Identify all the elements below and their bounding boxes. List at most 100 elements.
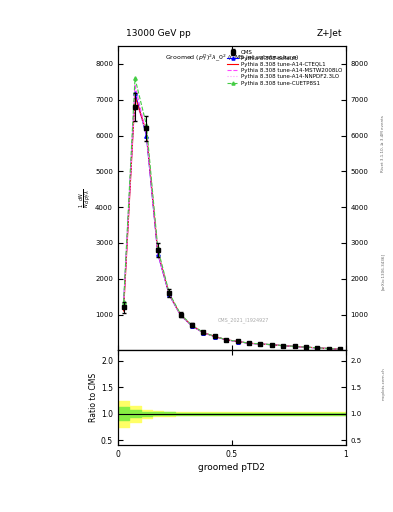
Pythia 8.308 default: [178, 312, 183, 318]
Pythia 8.308 tune-A14-CTEQL1: [281, 343, 286, 349]
Pythia 8.308 tune-A14-MSTW2008LO: [304, 344, 309, 350]
Line: Pythia 8.308 tune-CUETP8S1: Pythia 8.308 tune-CUETP8S1: [122, 77, 342, 351]
Pythia 8.308 tune-A14-NNPDF2.3LO: [270, 342, 274, 348]
Pythia 8.308 tune-A14-MSTW2008LO: [156, 250, 160, 256]
Pythia 8.308 tune-A14-CTEQL1: [201, 330, 206, 336]
Pythia 8.308 tune-A14-NNPDF2.3LO: [190, 323, 195, 329]
Text: 13000 GeV pp: 13000 GeV pp: [126, 29, 191, 38]
Pythia 8.308 default: [224, 337, 229, 343]
Pythia 8.308 tune-CUETP8S1: [156, 245, 160, 251]
Pythia 8.308 tune-A14-NNPDF2.3LO: [213, 333, 217, 339]
Pythia 8.308 tune-A14-MSTW2008LO: [292, 344, 297, 350]
Pythia 8.308 tune-CUETP8S1: [281, 343, 286, 349]
Pythia 8.308 tune-A14-MSTW2008LO: [121, 301, 126, 307]
Pythia 8.308 tune-A14-MSTW2008LO: [224, 337, 229, 343]
Pythia 8.308 tune-A14-CTEQL1: [224, 336, 229, 343]
Pythia 8.308 tune-A14-NNPDF2.3LO: [201, 330, 206, 336]
Pythia 8.308 tune-A14-MSTW2008LO: [190, 323, 195, 329]
Pythia 8.308 tune-CUETP8S1: [121, 299, 126, 305]
Pythia 8.308 tune-CUETP8S1: [270, 342, 274, 348]
Pythia 8.308 tune-A14-CTEQL1: [304, 344, 309, 350]
Pythia 8.308 default: [156, 251, 160, 257]
Pythia 8.308 tune-A14-CTEQL1: [144, 129, 149, 135]
Pythia 8.308 tune-CUETP8S1: [235, 338, 240, 345]
Pythia 8.308 tune-A14-NNPDF2.3LO: [144, 130, 149, 136]
Pythia 8.308 tune-CUETP8S1: [292, 344, 297, 350]
Pythia 8.308 tune-A14-NNPDF2.3LO: [156, 249, 160, 255]
Pythia 8.308 tune-A14-MSTW2008LO: [315, 345, 320, 351]
Pythia 8.308 tune-A14-MSTW2008LO: [281, 343, 286, 349]
Pythia 8.308 tune-A14-CTEQL1: [178, 312, 183, 318]
Pythia 8.308 tune-CUETP8S1: [144, 122, 149, 128]
Pythia 8.308 tune-A14-MSTW2008LO: [258, 341, 263, 347]
Pythia 8.308 tune-A14-MSTW2008LO: [327, 346, 331, 352]
Pythia 8.308 default: [190, 323, 195, 329]
Pythia 8.308 default: [133, 90, 138, 96]
Pythia 8.308 tune-CUETP8S1: [133, 75, 138, 81]
Line: Pythia 8.308 default: Pythia 8.308 default: [122, 91, 342, 351]
Pythia 8.308 default: [144, 133, 149, 139]
Pythia 8.308 tune-A14-CTEQL1: [235, 338, 240, 345]
Pythia 8.308 tune-A14-NNPDF2.3LO: [235, 338, 240, 345]
Text: mcplots.cern.ch: mcplots.cern.ch: [381, 368, 385, 400]
Pythia 8.308 tune-CUETP8S1: [327, 346, 331, 352]
Line: Pythia 8.308 tune-A14-NNPDF2.3LO: Pythia 8.308 tune-A14-NNPDF2.3LO: [123, 100, 340, 349]
Pythia 8.308 default: [327, 346, 331, 352]
Pythia 8.308 tune-CUETP8S1: [213, 333, 217, 339]
Pythia 8.308 tune-CUETP8S1: [304, 344, 309, 350]
Pythia 8.308 tune-A14-MSTW2008LO: [144, 131, 149, 137]
Pythia 8.308 tune-A14-CTEQL1: [327, 346, 331, 352]
Y-axis label: $\frac{1}{N}\frac{dN}{d\,p_T^D\lambda}$: $\frac{1}{N}\frac{dN}{d\,p_T^D\lambda}$: [77, 188, 94, 208]
Pythia 8.308 tune-A14-CTEQL1: [167, 291, 171, 297]
Pythia 8.308 tune-A14-MSTW2008LO: [178, 312, 183, 318]
Pythia 8.308 tune-A14-MSTW2008LO: [235, 338, 240, 345]
Pythia 8.308 tune-A14-CTEQL1: [270, 342, 274, 348]
Text: Z+Jet: Z+Jet: [316, 29, 342, 38]
Pythia 8.308 tune-A14-CTEQL1: [315, 345, 320, 351]
Pythia 8.308 tune-A14-NNPDF2.3LO: [178, 312, 183, 318]
Legend: CMS, Pythia 8.308 default, Pythia 8.308 tune-A14-CTEQL1, Pythia 8.308 tune-A14-M: CMS, Pythia 8.308 default, Pythia 8.308 …: [226, 49, 343, 87]
Pythia 8.308 tune-A14-CTEQL1: [292, 344, 297, 350]
Pythia 8.308 tune-A14-NNPDF2.3LO: [315, 345, 320, 351]
Text: CMS_2021_I1924927: CMS_2021_I1924927: [218, 317, 269, 323]
Pythia 8.308 default: [270, 342, 274, 348]
Pythia 8.308 default: [247, 340, 252, 346]
Pythia 8.308 tune-CUETP8S1: [315, 345, 320, 351]
Pythia 8.308 tune-A14-MSTW2008LO: [133, 82, 138, 89]
Pythia 8.308 tune-A14-CTEQL1: [213, 333, 217, 339]
Pythia 8.308 tune-A14-CTEQL1: [258, 341, 263, 347]
Pythia 8.308 tune-A14-CTEQL1: [190, 323, 195, 329]
Pythia 8.308 default: [315, 345, 320, 351]
Pythia 8.308 tune-A14-NNPDF2.3LO: [247, 340, 252, 346]
Text: Groomed $(p_T^D)^2\lambda\_0^2$ (CMS jet substructure): Groomed $(p_T^D)^2\lambda\_0^2$ (CMS jet…: [165, 52, 299, 63]
Pythia 8.308 default: [281, 343, 286, 349]
X-axis label: groomed pTD2: groomed pTD2: [198, 463, 265, 473]
Pythia 8.308 default: [292, 344, 297, 350]
Pythia 8.308 default: [304, 344, 309, 350]
Pythia 8.308 tune-A14-CTEQL1: [121, 308, 126, 314]
Pythia 8.308 tune-A14-NNPDF2.3LO: [258, 341, 263, 347]
Pythia 8.308 tune-A14-NNPDF2.3LO: [224, 337, 229, 343]
Line: Pythia 8.308 tune-A14-MSTW2008LO: Pythia 8.308 tune-A14-MSTW2008LO: [123, 86, 340, 349]
Pythia 8.308 tune-A14-MSTW2008LO: [213, 333, 217, 339]
Line: Pythia 8.308 tune-A14-CTEQL1: Pythia 8.308 tune-A14-CTEQL1: [123, 96, 340, 349]
Pythia 8.308 tune-A14-NNPDF2.3LO: [304, 344, 309, 350]
Pythia 8.308 default: [258, 341, 263, 347]
Pythia 8.308 tune-A14-MSTW2008LO: [247, 340, 252, 346]
Pythia 8.308 tune-A14-MSTW2008LO: [270, 342, 274, 348]
Pythia 8.308 tune-A14-NNPDF2.3LO: [292, 344, 297, 350]
Pythia 8.308 default: [235, 338, 240, 345]
Pythia 8.308 tune-CUETP8S1: [338, 346, 343, 352]
Pythia 8.308 tune-CUETP8S1: [201, 329, 206, 335]
Text: Rivet 3.1.10, ≥ 3.4M events: Rivet 3.1.10, ≥ 3.4M events: [381, 115, 385, 172]
Pythia 8.308 default: [167, 292, 171, 298]
Pythia 8.308 tune-A14-MSTW2008LO: [338, 346, 343, 352]
Pythia 8.308 tune-CUETP8S1: [190, 322, 195, 328]
Pythia 8.308 tune-CUETP8S1: [258, 341, 263, 347]
Pythia 8.308 tune-CUETP8S1: [178, 311, 183, 317]
Pythia 8.308 tune-A14-NNPDF2.3LO: [167, 292, 171, 298]
Pythia 8.308 tune-CUETP8S1: [247, 340, 252, 346]
Pythia 8.308 tune-A14-CTEQL1: [247, 340, 252, 346]
Pythia 8.308 tune-A14-NNPDF2.3LO: [338, 346, 343, 352]
Pythia 8.308 tune-A14-NNPDF2.3LO: [327, 346, 331, 352]
